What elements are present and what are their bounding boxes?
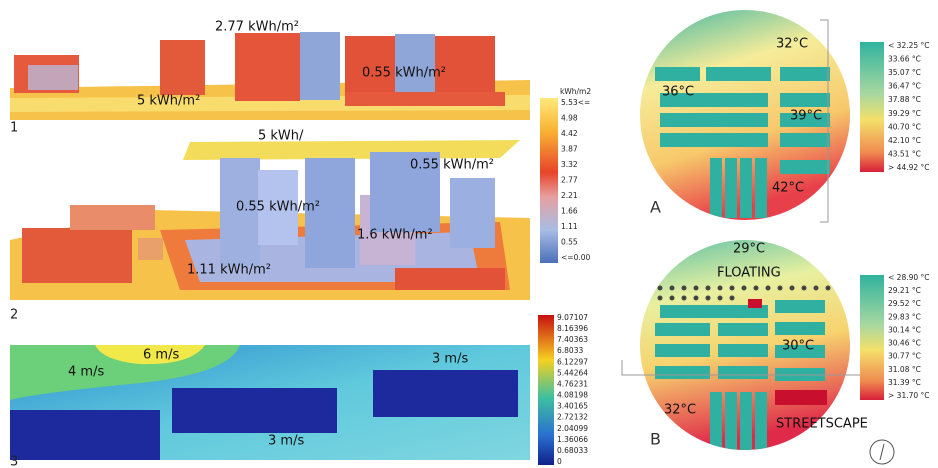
legend-label: 33.66 °C bbox=[888, 55, 921, 64]
legend-label: 29.83 °C bbox=[888, 312, 921, 321]
annotation: 36°C bbox=[662, 85, 694, 100]
legend-label: 31.08 °C bbox=[888, 365, 921, 374]
annotation: 5 kWh/m² bbox=[137, 94, 200, 109]
legend-label: 2.04099 bbox=[557, 424, 588, 433]
legend-label: 8.16396 bbox=[557, 324, 588, 333]
legend-label: 6.8033 bbox=[557, 346, 583, 355]
legend-label: 4.98 bbox=[561, 114, 578, 123]
legend-label: 9.07107 bbox=[557, 313, 588, 322]
annotation: 30°C bbox=[782, 339, 814, 354]
panel-label: A bbox=[650, 198, 661, 217]
panel-label: 1 bbox=[10, 121, 18, 136]
panel-3: 6 m/s 4 m/s 3 m/s 3 m/s 3 bbox=[10, 345, 530, 468]
legend-label: 1.36066 bbox=[557, 435, 588, 444]
legend-label: 39.29 °C bbox=[888, 109, 921, 118]
legend-label: 6.12297 bbox=[557, 357, 588, 366]
legend-label: < 28.90 °C bbox=[888, 273, 930, 282]
annotation: 5 kWh/ bbox=[258, 129, 304, 144]
annotation: 3 m/s bbox=[432, 352, 468, 367]
annotation: 2.77 kWh/m² bbox=[215, 20, 299, 35]
legend-label: 7.40363 bbox=[557, 335, 588, 344]
panel-1: 2.77 kWh/m² 0.55 kWh/m² 5 kWh/m² 1 bbox=[10, 20, 530, 136]
legend-label: 30.77 °C bbox=[888, 352, 921, 361]
legend-label: 2.72132 bbox=[557, 413, 588, 422]
legend-label: 29.21 °C bbox=[888, 286, 921, 295]
annotation: 32°C bbox=[664, 403, 696, 418]
annotation: 4 m/s bbox=[68, 365, 104, 380]
annotation: 32°C bbox=[776, 37, 808, 52]
legend-label: 3.32 bbox=[561, 160, 578, 169]
annotation: 0.55 kWh/m² bbox=[362, 66, 446, 81]
annotation: 39°C bbox=[790, 109, 822, 124]
legend-label: 5.53<= bbox=[561, 98, 590, 107]
legend-label: 43.51 °C bbox=[888, 149, 921, 158]
panel-a: 32°C 36°C 39°C 42°C A bbox=[640, 10, 884, 222]
legend-label: 40.70 °C bbox=[888, 122, 921, 131]
legend-label: 30.46 °C bbox=[888, 339, 921, 348]
legend-label: 30.14 °C bbox=[888, 325, 921, 334]
legend-label: 5.44264 bbox=[557, 368, 588, 377]
legend-label: 29.52 °C bbox=[888, 299, 921, 308]
legend-label: 1.66 bbox=[561, 207, 578, 216]
legend-label: < 32.25 °C bbox=[888, 41, 930, 50]
panel-b: 29°C FLOATING 30°C 32°C STREETSCAPE B bbox=[622, 240, 894, 464]
legend-label: 2.21 bbox=[561, 191, 578, 200]
legend-label: 4.08198 bbox=[557, 391, 588, 400]
legend-label: > 31.70 °C bbox=[888, 391, 930, 400]
legend-label: 36.47 °C bbox=[888, 82, 921, 91]
annotation: 1.11 kWh/m² bbox=[187, 263, 271, 278]
annotation: 0.55 kWh/m² bbox=[236, 200, 320, 215]
figure: 2.77 kWh/m² 0.55 kWh/m² 5 kWh/m² 1 5 kWh… bbox=[0, 0, 938, 468]
annotation: 29°C bbox=[733, 242, 765, 257]
legend-label: 2.77 bbox=[561, 176, 578, 185]
legend-label: > 44.92 °C bbox=[888, 163, 930, 172]
annotation: 1.6 kWh/m² bbox=[357, 228, 433, 243]
legend-label: 4.76231 bbox=[557, 379, 588, 388]
compass-needle bbox=[880, 444, 884, 460]
annotation: 42°C bbox=[772, 181, 804, 196]
annotation: 0.55 kWh/m² bbox=[410, 158, 494, 173]
wind-legend bbox=[538, 315, 554, 465]
legend-label: 1.11 bbox=[561, 222, 578, 231]
annotation: 6 m/s bbox=[143, 348, 179, 363]
panel-2: 5 kWh/ 0.55 kWh/m² 0.55 kWh/m² 1.6 kWh/m… bbox=[10, 129, 530, 323]
legend-label: 3.40165 bbox=[557, 402, 588, 411]
canvas: 2.77 kWh/m² 0.55 kWh/m² 5 kWh/m² 1 5 kWh… bbox=[0, 0, 938, 468]
legend-label: 3.87 bbox=[561, 145, 578, 154]
legend-label: 37.88 °C bbox=[888, 95, 921, 104]
panel-label: B bbox=[650, 430, 661, 449]
legend-label: 0.68033 bbox=[557, 446, 588, 455]
panel-label: 2 bbox=[10, 308, 18, 323]
legend-label: 4.42 bbox=[561, 129, 578, 138]
legend-label: 0.55 bbox=[561, 238, 578, 247]
annotation: FLOATING bbox=[717, 266, 781, 281]
annotation: STREETSCAPE bbox=[776, 417, 868, 432]
panel-label: 3 bbox=[10, 455, 18, 468]
legend-label: 35.07 °C bbox=[888, 68, 921, 77]
legend-label: 42.10 °C bbox=[888, 136, 921, 145]
legend-label: <=0.00 bbox=[561, 253, 590, 262]
legend-label: 0 bbox=[557, 457, 562, 466]
annotation: 3 m/s bbox=[268, 434, 304, 449]
legend-label: 31.39 °C bbox=[888, 378, 921, 387]
legend-title: kWh/m2 bbox=[560, 87, 591, 96]
